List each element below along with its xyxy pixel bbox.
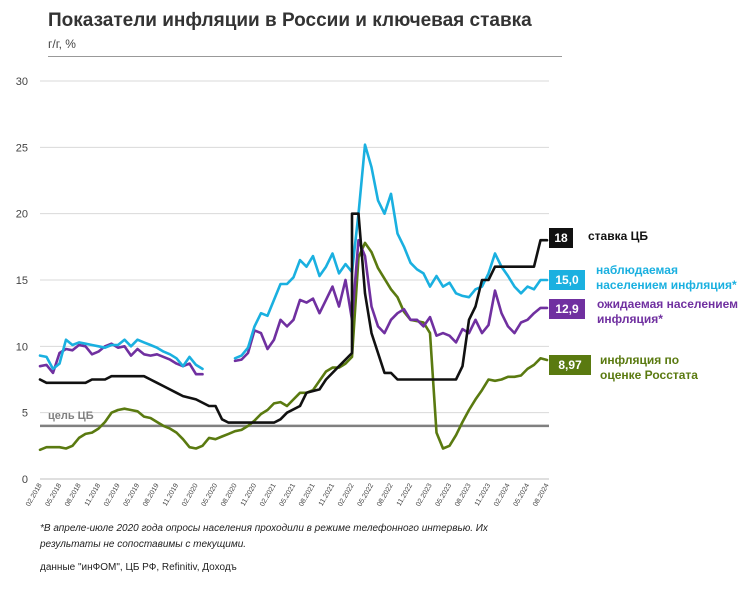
title-divider (48, 56, 562, 57)
y-tick-label: 25 (16, 142, 28, 154)
source-note: данные "инФОМ", ЦБ РФ, Refinitiv, Доходъ (40, 562, 237, 573)
x-tick-label: 02.2019 (103, 482, 122, 508)
target-label: цель ЦБ (48, 410, 94, 422)
y-tick-label: 30 (16, 76, 28, 88)
value-badge: 18 (549, 228, 573, 248)
series-label: ставка ЦБ (588, 229, 648, 244)
y-tick-label: 20 (16, 209, 28, 221)
value-badge: 15,0 (549, 270, 585, 290)
grid-layer (40, 80, 549, 414)
x-tick-label: 11.2018 (84, 482, 103, 507)
series-line (38, 212, 549, 424)
y-tick-label: 0 (22, 474, 28, 486)
series-label-line: населением инфляция* (596, 278, 737, 292)
x-tick-label: 11.2023 (474, 482, 493, 507)
series-label-line: ставка ЦБ (588, 229, 649, 243)
series-label: наблюдаемая населением инфляция* (596, 263, 737, 293)
x-tick-label: 08.2018 (64, 482, 83, 508)
series-line (38, 143, 549, 371)
axis-layer: 0 5 10 15 20 25 30 02.2018 05.2018 08.2018 11.2018… (16, 76, 551, 508)
x-tick-label: 05.2024 (513, 482, 532, 508)
x-tick-label: 08.2020 (220, 482, 239, 508)
chart-subtitle: г/г, % (48, 37, 76, 51)
x-tick-label: 02.2021 (259, 482, 278, 508)
value-badge: 12,9 (549, 299, 585, 319)
x-tick-label: 08.2023 (454, 482, 473, 508)
series-label-line: оценке Росстата (600, 368, 698, 382)
x-tick-label: 02.2020 (181, 482, 200, 508)
x-tick-label: 02.2023 (415, 482, 434, 508)
x-tick-label: 02.2018 (25, 482, 44, 508)
x-tick-label: 11.2019 (162, 482, 181, 507)
x-tick-label: 05.2018 (45, 482, 64, 508)
x-tick-label: 08.2019 (142, 482, 161, 508)
chart-title: Показатели инфляции в России и ключевая … (48, 10, 532, 31)
series-label: ожидаемая населением инфляция* (597, 297, 738, 327)
x-tick-label: 05.2019 (123, 482, 142, 508)
x-tick-label: 08.2022 (376, 482, 395, 508)
y-tick-label: 15 (16, 275, 28, 287)
target-layer: цель ЦБ (40, 410, 549, 428)
footnote: *В апреле-июле 2020 года опросы населени… (40, 523, 488, 550)
series-label-line: наблюдаемая (596, 263, 678, 277)
y-tick-label: 5 (22, 408, 28, 420)
x-tick-label: 05.2022 (357, 482, 376, 508)
x-tick-label: 08.2024 (532, 482, 551, 508)
series-label-line: инфляция* (597, 312, 663, 326)
x-tick-label: 11.2020 (240, 482, 259, 507)
x-tick-label: 05.2021 (279, 482, 298, 508)
series-label-line: инфляция по (600, 353, 680, 367)
series-line (38, 241, 549, 452)
x-tick-label: 05.2020 (201, 482, 220, 508)
series-line (38, 238, 549, 376)
series-label-line: ожидаемая населением (597, 297, 739, 311)
x-tick-label: 11.2021 (318, 482, 337, 507)
series-label: инфляция по оценке Росстата (600, 353, 698, 383)
value-badge: 8,97 (549, 355, 591, 375)
x-tick-label: 08.2021 (298, 482, 317, 508)
series-layer (38, 143, 549, 452)
y-tick-label: 10 (16, 341, 28, 353)
x-tick-label: 11.2022 (396, 482, 415, 507)
x-tick-label: 05.2023 (435, 482, 454, 508)
x-tick-label: 02.2022 (337, 482, 356, 508)
x-tick-label: 02.2024 (493, 482, 512, 508)
